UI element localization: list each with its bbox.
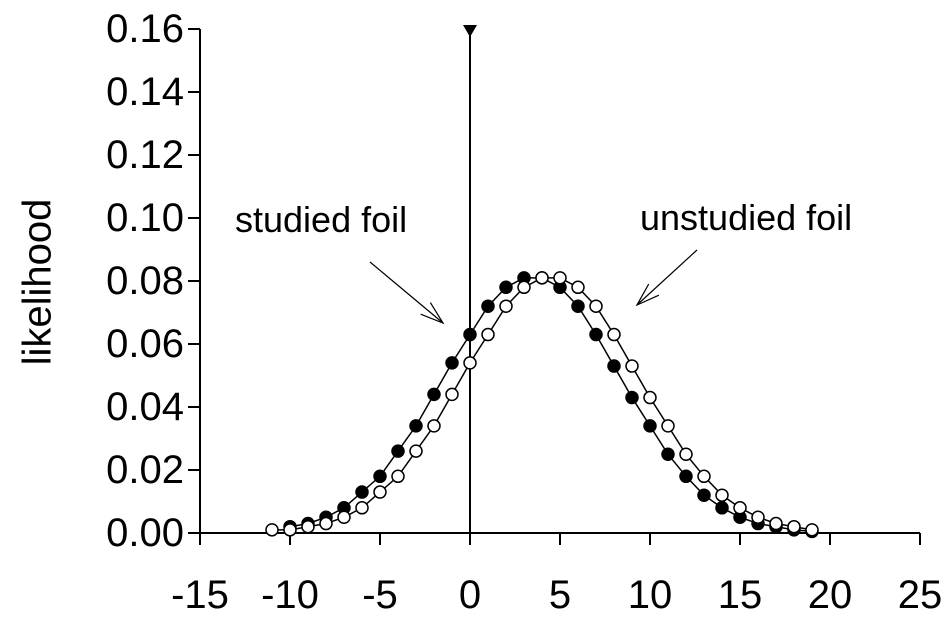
x-tick-label: 25 [898,573,943,617]
data-point [481,327,495,342]
data-point [463,356,477,370]
x-tick-label: 15 [718,573,763,617]
annotation-studied-foil: studied foil [235,199,407,240]
data-point [337,510,351,524]
data-point [589,299,603,313]
data-point [715,488,729,502]
series-line [272,277,813,531]
y-axis-title: likelihood [16,199,60,366]
series-layer [265,271,819,539]
y-tick-label: 0.06 [106,322,184,366]
data-point [499,299,513,313]
x-tick-label: 0 [459,573,481,617]
data-point [571,299,585,313]
data-point [535,271,549,285]
y-tick-label: 0.10 [106,196,184,240]
data-point [391,469,405,484]
data-point [733,501,747,515]
annotation-unstudied-foil: unstudied foil [640,197,852,238]
y-tick-label: 0.14 [106,70,184,114]
annotation-arrow [636,249,698,306]
data-point [805,523,819,537]
data-point [571,280,585,295]
data-point [625,359,639,373]
data-point [373,485,387,499]
data-point [265,523,279,537]
annotation-layer: studied foil unstudied foil [235,197,852,325]
data-point [697,488,711,502]
data-point [301,519,315,534]
data-point [661,419,675,433]
annotation-arrow [369,261,444,324]
y-tick-label: 0.00 [106,511,184,555]
data-point [445,356,459,370]
data-point [679,447,693,461]
x-tick-label: -5 [362,573,398,617]
data-point [499,280,513,295]
x-tick-label: 20 [808,573,853,617]
data-point [445,387,459,402]
series-unstudied [265,271,819,537]
y-tick-label: 0.04 [106,385,184,429]
data-point [517,280,531,295]
data-point [607,359,621,373]
data-point [283,523,297,537]
y-tick-label: 0.08 [106,259,184,303]
data-point [661,447,675,461]
x-tick-label: 5 [549,573,571,617]
data-point [373,469,387,484]
data-point [697,469,711,484]
data-point [319,516,333,531]
data-point [589,327,603,342]
data-point [463,327,477,342]
x-tick-label: 10 [628,573,673,617]
x-tick-label: -15 [171,573,229,617]
series-studied [283,271,819,539]
data-point [751,510,765,524]
data-point [427,419,441,433]
data-point [481,299,495,313]
criterion-marker [463,25,477,37]
data-point [427,387,441,402]
data-point [787,519,801,534]
data-point [355,485,369,499]
data-point [409,419,423,433]
data-point [715,501,729,515]
data-point [769,516,783,531]
annotation-arrowhead [420,302,445,325]
data-point [643,390,657,405]
y-tick-label: 0.16 [106,7,184,51]
data-point [679,469,693,484]
data-point [643,419,657,433]
y-tick-label: 0.12 [106,133,184,177]
data-point [625,390,639,405]
data-point [409,444,423,458]
annotation-arrowhead [635,283,660,307]
x-tick-label: -10 [261,573,319,617]
data-point [391,444,405,458]
axes: 0.000.020.040.060.080.100.120.140.16-15-… [106,7,942,617]
data-point [355,501,369,515]
data-point [607,327,621,342]
data-point [553,271,567,285]
y-tick-label: 0.02 [106,448,184,492]
